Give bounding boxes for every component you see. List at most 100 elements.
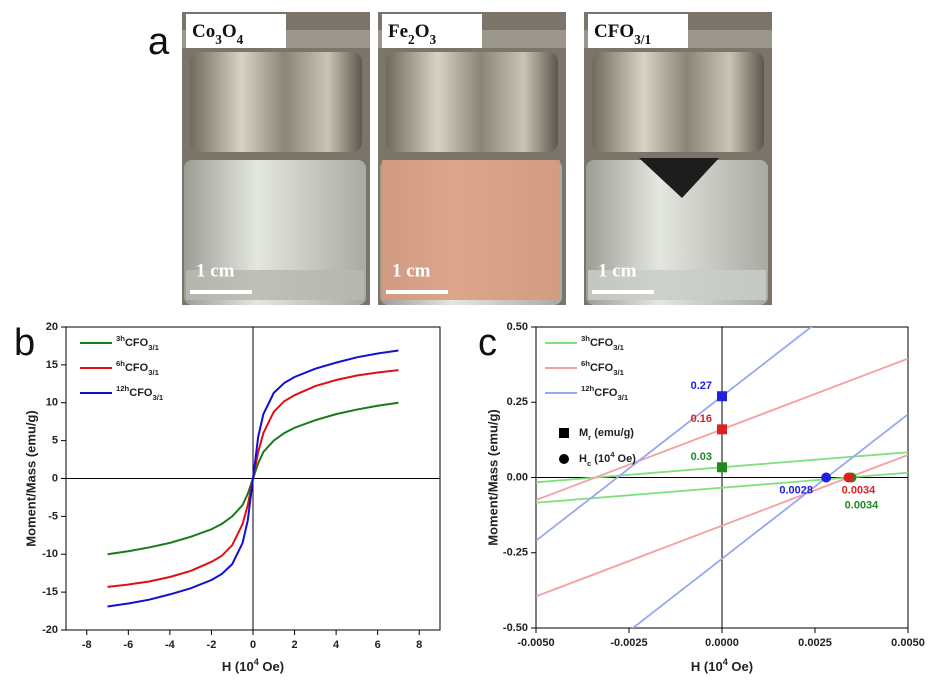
magnet [386,52,558,152]
y-tick-label: -15 [42,586,58,598]
text-part: CFO [129,387,153,399]
y-tick-label: 0 [52,472,58,484]
legend-label: 6hCFO3/1 [581,359,625,377]
text-part: 4 [237,32,244,47]
photo: CFO3/1 1 cm [584,12,772,305]
text-part: 3h [581,334,590,343]
x-tick-label: -0.0050 [517,637,554,649]
x-tick-label: 6 [375,639,381,651]
scale-label: 1 cm [598,260,637,281]
text-part: 6h [116,359,125,368]
text-part: 3/1 [148,368,159,377]
text-part: 3/1 [613,343,624,352]
text-part: Co [192,21,215,42]
text-part: 3/1 [148,343,159,352]
legend-label: Hc (104 Oe) [579,450,636,468]
x-tick-label: 0 [250,639,256,651]
x-tick-label: -6 [123,639,133,651]
y-tick-label: -0.50 [503,622,528,634]
y-tick-label: -5 [48,510,58,522]
x-tick-label: -0.0025 [610,637,647,649]
text-part: 3h [116,334,125,343]
x-tick-label: -2 [207,639,217,651]
text-part: 3/1 [617,393,628,402]
x-tick-label: -8 [82,639,92,651]
text-part: 12h [581,384,595,393]
y-tick-label: 0.25 [507,396,528,408]
y-tick-label: 0.00 [507,471,528,483]
text-part: (emu/g) [591,427,634,439]
text-part: H [579,453,587,465]
legend-marker [559,428,569,438]
text-part: 3/1 [634,32,651,47]
remanence-label: 0.03 [691,451,712,463]
text-part: Oe) [728,659,753,674]
legend-marker [559,454,569,464]
y-tick-label: 15 [46,359,58,371]
text-part: CFO [594,21,634,42]
text-part: 3 [429,32,436,47]
text-part: CFO [590,362,614,374]
figure: aCo3O41 cmFe2O31 cmCFO3/11 cmb-8-6-4-202… [0,0,931,680]
coercivity-label: 0.0034 [845,499,880,511]
y-axis-title: Moment/Mass (emu/g) [23,410,38,547]
legend-label: 3hCFO3/1 [116,334,160,352]
text-part: 6h [581,359,590,368]
x-tick-label: -4 [165,639,176,651]
y-tick-label: 5 [52,435,58,447]
coercivity-marker [843,473,853,483]
text-part: M [579,427,588,439]
legend-label: 12hCFO3/1 [116,384,164,402]
y-axis-title: Moment/Mass (emu/g) [485,409,500,546]
coercivity-marker [821,473,831,483]
remanence-label: 0.27 [691,380,712,392]
legend-label: 6hCFO3/1 [116,359,160,377]
text-part: CFO [594,387,618,399]
panel-label: c [478,322,497,364]
magnet [190,52,362,152]
y-tick-label: 0.50 [507,321,528,333]
y-tick-label: 20 [46,321,58,333]
x-tick-label: 0.0000 [705,637,739,649]
text-part: H (10 [691,659,723,674]
y-tick-label: 10 [46,397,58,409]
remanence-marker [717,391,727,401]
y-tick-label: -0.25 [503,547,528,559]
y-tick-label: -10 [42,548,58,560]
remanence-marker [717,462,727,472]
y-tick-label: -20 [42,624,58,636]
page: {"photo_panel": {"panel_label": "a", "ph… [0,0,931,680]
x-tick-label: 8 [416,639,422,651]
x-axis-title: H (104 Oe) [222,657,284,674]
remanence-label: 0.16 [691,413,712,425]
text-part: Oe) [614,453,636,465]
x-tick-label: 2 [291,639,297,651]
magnet [592,52,764,152]
text-part: O [415,21,430,42]
text-part: 12h [116,384,130,393]
text-part: 3/1 [613,368,624,377]
scale-label: 1 cm [196,260,235,281]
scale-label: 1 cm [392,260,431,281]
panel-label: a [148,21,170,63]
legend-label: 12hCFO3/1 [581,384,629,402]
panel-label: b [14,322,35,364]
text-part: CFO [125,337,149,349]
coercivity-label: 0.0028 [779,484,813,496]
x-tick-label: 0.0025 [798,637,832,649]
coercivity-label: 0.0034 [842,484,877,496]
remanence-marker [717,424,727,434]
text-part: CFO [125,362,149,374]
text-part: Fe [388,21,408,42]
text-part: (10 [591,453,610,465]
text-part: Oe) [259,659,284,674]
text-part: O [222,21,237,42]
text-part: CFO [590,337,614,349]
legend-label: 3hCFO3/1 [581,334,625,352]
x-tick-label: 0.0050 [891,637,925,649]
x-tick-label: 4 [333,639,340,651]
legend-label: Mr (emu/g) [579,427,634,442]
text-part: H (10 [222,659,254,674]
